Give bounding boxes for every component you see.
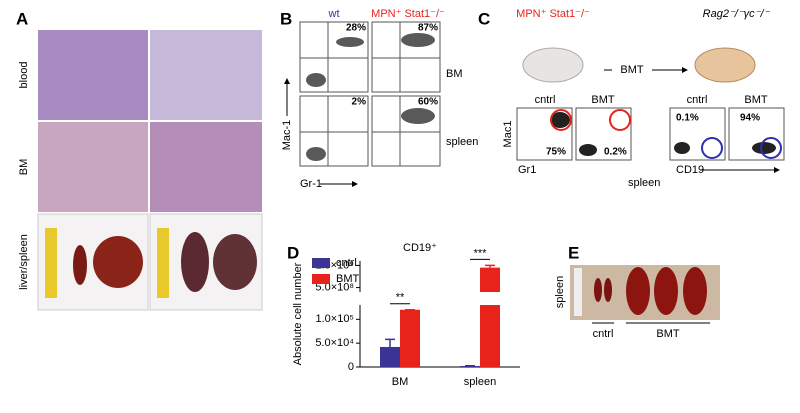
panel-letter: C — [478, 9, 490, 28]
bar — [480, 268, 500, 292]
recipient-label: Rag2⁻/⁻γc⁻/⁻ — [703, 8, 771, 20]
col-label: cntrl — [687, 94, 708, 106]
bar — [380, 347, 400, 367]
axis-label: CD19 — [676, 164, 704, 176]
cloud — [674, 142, 690, 154]
col-label: MPN⁺ Stat1⁻/⁻ — [371, 8, 445, 20]
col-label: BMT — [744, 94, 768, 106]
image — [38, 30, 148, 120]
spleen — [683, 267, 707, 315]
mouse — [523, 48, 583, 82]
liver — [213, 234, 257, 290]
image — [38, 122, 148, 212]
ruler — [157, 228, 169, 298]
legend-label: cntrl — [336, 257, 357, 269]
bar — [480, 305, 500, 367]
panel-letter: D — [287, 243, 299, 262]
row-label: spleen — [446, 136, 478, 148]
error-bar — [385, 339, 395, 347]
bar — [400, 310, 420, 367]
arrow-label: BMT — [620, 64, 644, 76]
panel-letter: A — [16, 9, 28, 28]
percent: 75% — [546, 147, 566, 158]
axis-label: Mac-1 — [281, 120, 293, 151]
row-label: blood — [18, 62, 30, 89]
percent: 87% — [418, 23, 438, 34]
axis-label: Mac1 — [502, 121, 514, 148]
image — [150, 122, 262, 212]
y-tick-label: 5.0×10⁴ — [315, 337, 354, 349]
percent: 0.2% — [604, 147, 627, 158]
percent: 28% — [346, 23, 366, 34]
arrowhead — [284, 78, 290, 84]
y-tick-label: 0 — [348, 361, 354, 373]
micrographs — [38, 30, 262, 310]
group-label: BMT — [656, 328, 680, 340]
percent: 0.1% — [676, 113, 699, 124]
col-label: cntrl — [535, 94, 556, 106]
cloud — [579, 144, 597, 156]
bar-chart: CD19⁺ Absolute cell number 0 5.0×10⁴ 1.0×10⁵… — [292, 242, 520, 388]
y-axis-label: Absolute cell number — [292, 262, 304, 365]
spleen — [181, 232, 209, 292]
cloud — [336, 37, 364, 47]
percent: 2% — [352, 97, 367, 108]
mouse — [695, 48, 755, 82]
y-tick-label: 1.0×10⁵ — [315, 313, 354, 325]
col-label: wt — [328, 8, 340, 20]
spleen — [73, 245, 87, 285]
row-label: BM — [18, 159, 30, 176]
gate — [702, 138, 722, 158]
legend-label: BMT — [336, 273, 360, 285]
x-tick-label: spleen — [464, 376, 496, 388]
ruler — [574, 268, 582, 316]
spleen — [654, 267, 678, 315]
panel-letter: B — [280, 9, 292, 28]
liver — [93, 236, 143, 288]
image — [150, 30, 262, 120]
dot-clouds — [306, 33, 435, 161]
arrowhead — [682, 67, 688, 73]
tissue-label: spleen — [628, 177, 660, 189]
spleen — [604, 278, 612, 302]
axis-label: Gr-1 — [300, 178, 322, 190]
row-label: BM — [446, 68, 463, 80]
axis-label: Gr1 — [518, 164, 536, 176]
ruler — [45, 228, 57, 298]
arrowhead — [352, 181, 358, 187]
group-label: cntrl — [593, 328, 614, 340]
error-bar — [485, 265, 495, 267]
arrowhead — [774, 167, 780, 173]
cloud — [401, 33, 435, 47]
cloud — [752, 142, 776, 154]
cloud — [306, 73, 326, 87]
percent: 60% — [418, 97, 438, 108]
significance: *** — [474, 247, 488, 259]
col-label: BMT — [591, 94, 615, 106]
significance: ** — [396, 292, 405, 304]
spleen — [594, 278, 602, 302]
cloud — [401, 108, 435, 124]
panel-letter: E — [568, 243, 579, 262]
legend-swatch — [312, 258, 330, 268]
row-label: spleen — [554, 276, 566, 308]
percent: 94% — [740, 113, 760, 124]
row-label: liver/spleen — [18, 234, 30, 290]
x-tick-label: BM — [392, 376, 409, 388]
donor-label: MPN⁺ Stat1⁻/⁻ — [516, 8, 590, 20]
chart-title: CD19⁺ — [403, 242, 437, 254]
cloud — [306, 147, 326, 161]
gate — [610, 110, 630, 130]
spleen — [626, 267, 650, 315]
legend-swatch — [312, 274, 330, 284]
